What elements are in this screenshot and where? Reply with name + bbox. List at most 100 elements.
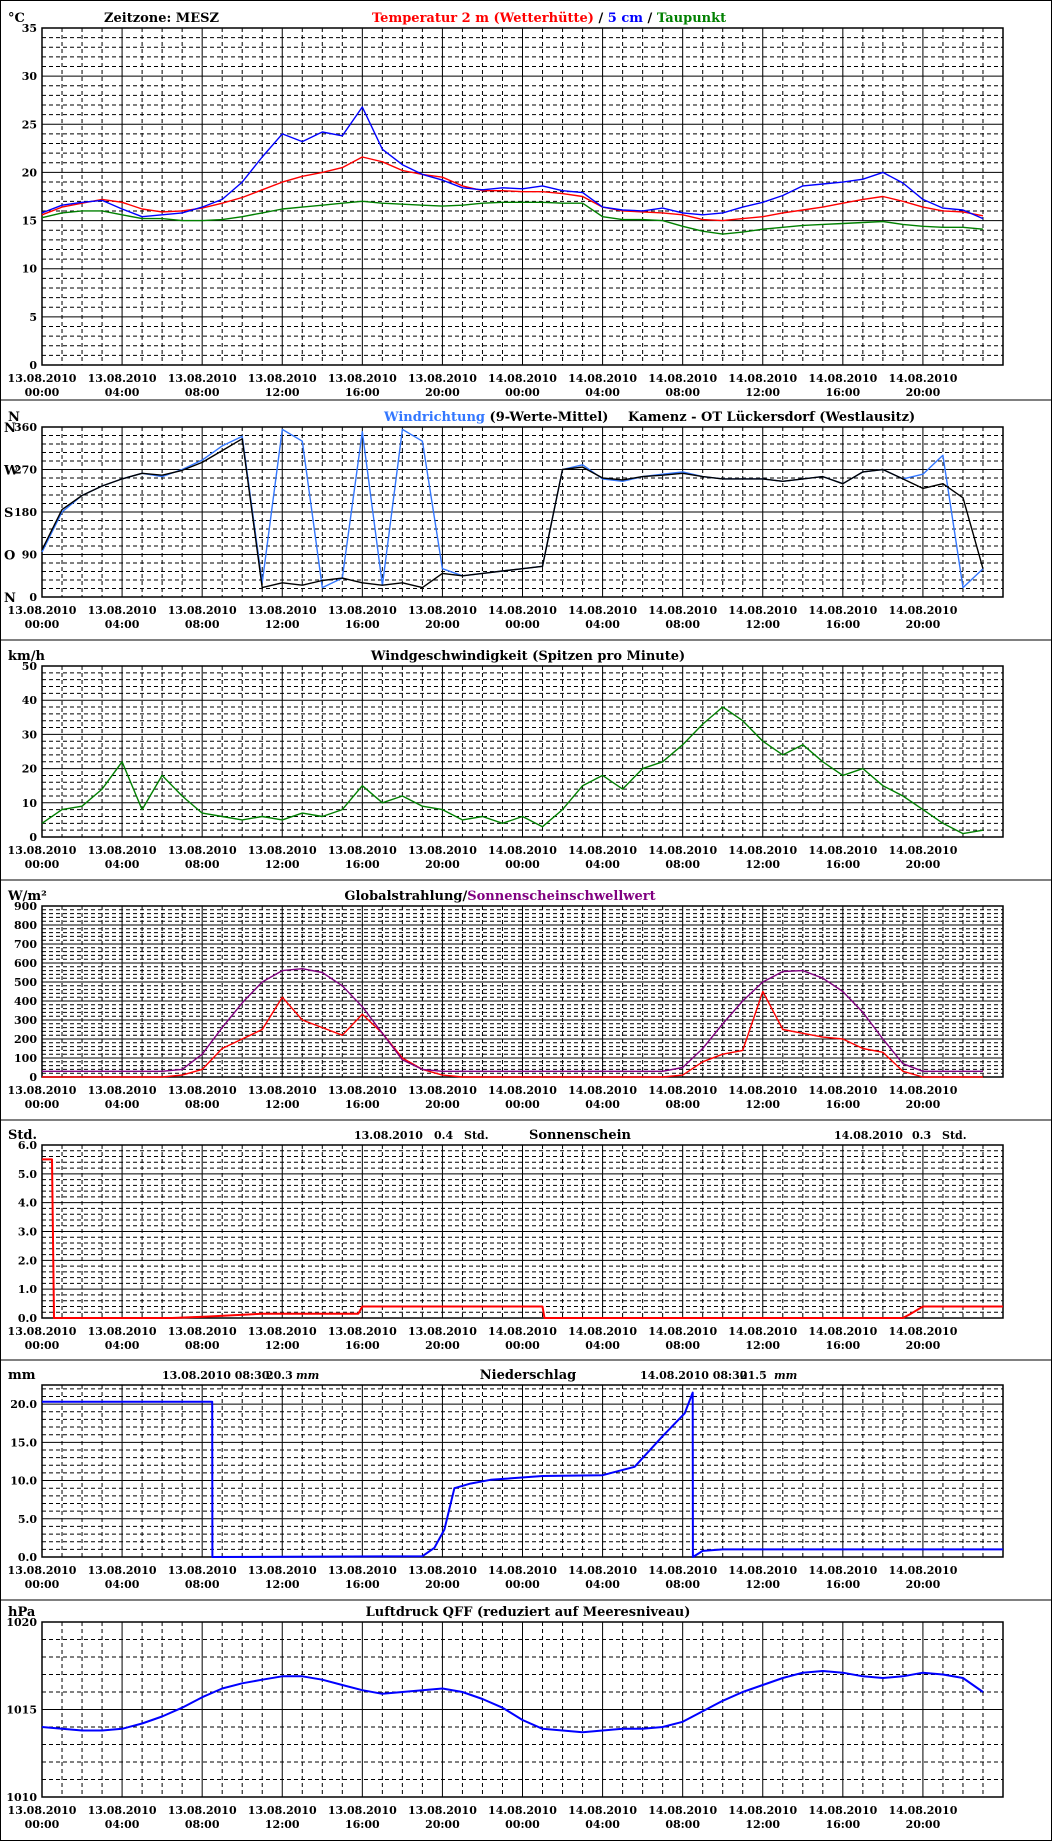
- y-tick-label: 40: [22, 694, 38, 707]
- plot-frame: [41, 665, 1004, 838]
- x-tick-date: 14.08.2010: [888, 1804, 957, 1817]
- x-tick-time: 08:00: [185, 386, 220, 399]
- y-tick-label: 1.0: [18, 1283, 37, 1296]
- x-tick-date: 13.08.2010: [8, 372, 77, 385]
- x-tick-date: 14.08.2010: [888, 372, 957, 385]
- y-tick-label: 360: [14, 421, 37, 434]
- plot-frame: [41, 1384, 1004, 1558]
- x-tick-date: 14.08.2010: [568, 604, 637, 617]
- x-tick-time: 08:00: [185, 858, 220, 871]
- x-tick-date: 14.08.2010: [648, 1325, 717, 1338]
- chart-title: Sonnenschein: [529, 1128, 632, 1143]
- x-tick-date: 13.08.2010: [8, 844, 77, 857]
- x-tick-date: 14.08.2010: [568, 844, 637, 857]
- series-line-1: [41, 1670, 984, 1734]
- x-tick-date: 13.08.2010: [88, 1804, 157, 1817]
- series-line-2: [41, 106, 984, 220]
- x-tick-date: 14.08.2010: [648, 844, 717, 857]
- x-tick-date: 13.08.2010: [8, 1804, 77, 1817]
- x-tick-time: 16:00: [825, 1818, 860, 1831]
- chart-title: Temperatur 2 m (Wetterhütte) / 5 cm / Ta…: [372, 11, 726, 26]
- y-tick-label: 30: [22, 728, 38, 741]
- y-tick-label: 400: [14, 995, 37, 1008]
- x-tick-date: 14.08.2010: [488, 1564, 557, 1577]
- y-tick-label: 0: [29, 591, 37, 604]
- x-tick-date: 13.08.2010: [328, 1084, 397, 1097]
- annotation-value: 20.3: [266, 1369, 293, 1382]
- plot-frame: [41, 1144, 1004, 1319]
- x-tick-time: 12:00: [745, 618, 780, 631]
- y-tick-label: 3.0: [18, 1226, 37, 1239]
- x-tick-time: 00:00: [505, 386, 540, 399]
- x-tick-date: 13.08.2010: [168, 1564, 237, 1577]
- x-tick-date: 14.08.2010: [488, 1084, 557, 1097]
- x-tick-time: 00:00: [505, 1578, 540, 1591]
- y-tick-label: 15: [22, 215, 37, 228]
- x-tick-time: 04:00: [105, 1339, 140, 1352]
- x-tick-time: 08:00: [185, 1098, 220, 1111]
- x-tick-time: 04:00: [105, 386, 140, 399]
- x-tick-date: 14.08.2010: [888, 1564, 957, 1577]
- annotation-value: 21.5: [740, 1369, 767, 1382]
- x-tick-time: 00:00: [505, 1098, 540, 1111]
- y-tick-label: 20: [22, 166, 38, 179]
- x-tick-date: 13.08.2010: [408, 1325, 477, 1338]
- x-tick-date: 13.08.2010: [328, 1325, 397, 1338]
- x-tick-date: 14.08.2010: [888, 844, 957, 857]
- x-tick-time: 04:00: [585, 1339, 620, 1352]
- x-tick-time: 16:00: [345, 1339, 380, 1352]
- y-tick-label: 180: [14, 506, 37, 519]
- x-tick-time: 16:00: [345, 1818, 380, 1831]
- x-tick-time: 16:00: [345, 858, 380, 871]
- x-tick-time: 00:00: [25, 1098, 60, 1111]
- x-tick-date: 14.08.2010: [568, 372, 637, 385]
- x-tick-date: 14.08.2010: [808, 372, 877, 385]
- x-tick-time: 00:00: [25, 858, 60, 871]
- x-tick-time: 20:00: [425, 1098, 460, 1111]
- x-tick-time: 08:00: [185, 1818, 220, 1831]
- x-tick-time: 16:00: [345, 386, 380, 399]
- y-tick-label: 200: [14, 1033, 37, 1046]
- direction-label: W: [3, 464, 19, 479]
- x-tick-time: 20:00: [425, 1818, 460, 1831]
- annotation-date: 14.08.2010 08:30: [640, 1369, 748, 1382]
- x-tick-date: 14.08.2010: [888, 604, 957, 617]
- station-label: Kamenz - OT Lückersdorf (Westlausitz): [628, 410, 915, 425]
- x-tick-date: 14.08.2010: [648, 604, 717, 617]
- series-line-2: [42, 968, 983, 1073]
- x-tick-date: 13.08.2010: [248, 1325, 317, 1338]
- x-tick-date: 13.08.2010: [248, 372, 317, 385]
- series-line-1: [41, 706, 984, 835]
- x-tick-time: 08:00: [185, 1578, 220, 1591]
- x-tick-time: 16:00: [345, 1098, 380, 1111]
- x-tick-date: 14.08.2010: [568, 1804, 637, 1817]
- x-tick-date: 13.08.2010: [168, 844, 237, 857]
- x-tick-time: 16:00: [345, 618, 380, 631]
- x-tick-time: 00:00: [25, 1578, 60, 1591]
- x-tick-date: 13.08.2010: [88, 844, 157, 857]
- direction-label: O: [4, 549, 15, 564]
- y-tick-label: 25: [22, 118, 37, 131]
- y-tick-label: 20.0: [10, 1398, 37, 1411]
- x-tick-date: 14.08.2010: [888, 1325, 957, 1338]
- x-tick-time: 00:00: [505, 858, 540, 871]
- x-tick-date: 14.08.2010: [808, 1084, 877, 1097]
- x-tick-date: 13.08.2010: [328, 1564, 397, 1577]
- annotation-unit: mm: [296, 1369, 319, 1382]
- x-tick-date: 13.08.2010: [328, 372, 397, 385]
- y-tick-label: 600: [14, 957, 37, 970]
- x-tick-date: 14.08.2010: [808, 1564, 877, 1577]
- x-tick-time: 20:00: [425, 618, 460, 631]
- x-tick-time: 04:00: [585, 618, 620, 631]
- x-tick-time: 12:00: [745, 858, 780, 871]
- x-tick-date: 14.08.2010: [808, 604, 877, 617]
- x-tick-date: 14.08.2010: [728, 844, 797, 857]
- x-tick-date: 14.08.2010: [568, 1084, 637, 1097]
- x-tick-time: 08:00: [665, 858, 700, 871]
- x-tick-date: 13.08.2010: [8, 604, 77, 617]
- x-tick-time: 12:00: [265, 1818, 300, 1831]
- x-tick-time: 12:00: [265, 1098, 300, 1111]
- y-tick-label: 30: [22, 70, 38, 83]
